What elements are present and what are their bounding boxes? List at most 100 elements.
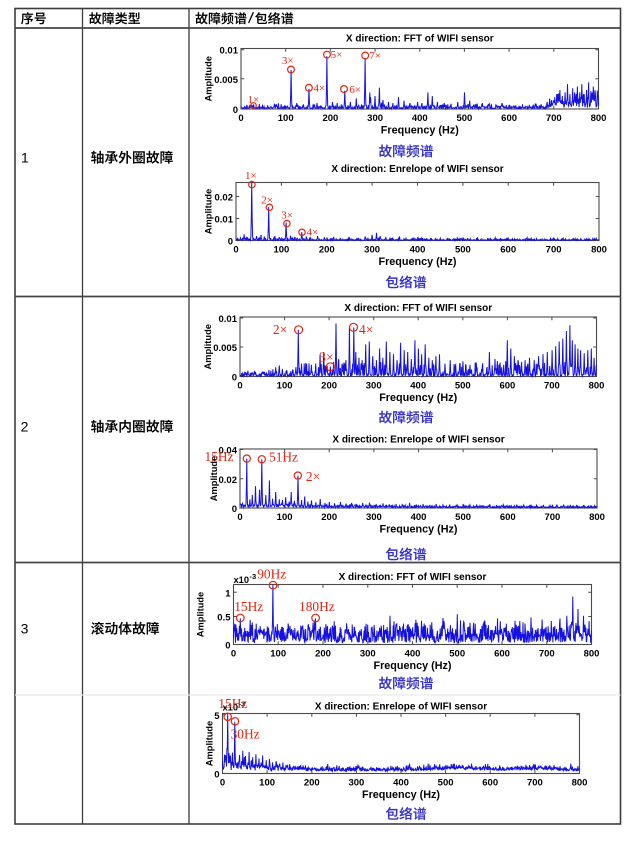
- svg-text:15Hz: 15Hz: [234, 599, 263, 614]
- svg-text:100: 100: [277, 512, 293, 523]
- svg-text:800: 800: [572, 778, 588, 789]
- svg-text:500: 500: [455, 512, 471, 523]
- svg-text:400: 400: [412, 113, 428, 124]
- svg-text:0.01: 0.01: [215, 215, 234, 226]
- svg-text:3×: 3×: [319, 349, 333, 364]
- svg-text:600: 600: [499, 381, 515, 392]
- svg-text:0: 0: [232, 373, 237, 384]
- svg-text:90Hz: 90Hz: [257, 567, 286, 582]
- svg-text:Frequency (Hz): Frequency (Hz): [374, 660, 452, 672]
- svg-text:2: 2: [21, 419, 29, 435]
- svg-text:300: 300: [366, 512, 382, 523]
- svg-text:4×: 4×: [314, 83, 326, 95]
- svg-text:15Hz: 15Hz: [218, 696, 247, 711]
- svg-text:3: 3: [21, 621, 29, 637]
- svg-text:6×: 6×: [349, 84, 361, 96]
- svg-text:X direction: FFT of WIFI senso: X direction: FFT of WIFI sensor: [344, 303, 492, 314]
- svg-text:800: 800: [589, 512, 605, 523]
- svg-text:400: 400: [393, 778, 409, 789]
- svg-text:0: 0: [233, 245, 238, 256]
- svg-text:-3: -3: [250, 572, 257, 581]
- svg-text:500: 500: [455, 245, 471, 256]
- svg-text:500: 500: [455, 381, 471, 392]
- svg-text:0: 0: [231, 649, 236, 660]
- svg-text:X direction: FFT of WIFI senso: X direction: FFT of WIFI sensor: [339, 572, 487, 583]
- svg-text:7×: 7×: [369, 50, 381, 62]
- svg-text:0: 0: [228, 237, 233, 248]
- svg-text:1×: 1×: [248, 94, 260, 106]
- svg-text:200: 200: [322, 113, 338, 124]
- svg-text:500: 500: [438, 778, 454, 789]
- svg-text:200: 200: [304, 778, 320, 789]
- svg-text:3×: 3×: [281, 210, 293, 222]
- svg-text:0.01: 0.01: [219, 314, 238, 325]
- svg-text:200: 200: [319, 245, 335, 256]
- svg-text:700: 700: [544, 512, 560, 523]
- svg-text:X direction: Enrelope of WIFI: X direction: Enrelope of WIFI sensor: [315, 701, 487, 712]
- svg-text:0: 0: [225, 641, 230, 652]
- svg-text:Amplitude: Amplitude: [209, 456, 219, 501]
- svg-text:Amplitude: Amplitude: [204, 56, 214, 101]
- svg-text:200: 200: [321, 512, 337, 523]
- svg-text:800: 800: [591, 113, 607, 124]
- svg-text:700: 700: [544, 381, 560, 392]
- svg-text:4×: 4×: [359, 322, 373, 337]
- svg-text:2×: 2×: [261, 195, 273, 207]
- svg-text:0.04: 0.04: [219, 446, 238, 457]
- svg-text:700: 700: [539, 649, 555, 660]
- svg-text:400: 400: [411, 512, 427, 523]
- svg-text:Frequency (Hz): Frequency (Hz): [362, 789, 440, 801]
- svg-text:5: 5: [214, 711, 220, 722]
- svg-text:200: 200: [315, 649, 331, 660]
- svg-text:-3: -3: [239, 700, 246, 709]
- svg-text:30Hz: 30Hz: [231, 727, 260, 742]
- svg-text:2×: 2×: [306, 469, 320, 484]
- svg-text:4×: 4×: [307, 227, 319, 239]
- svg-text:2×: 2×: [273, 322, 287, 337]
- svg-text:0.5: 0.5: [217, 613, 231, 624]
- svg-text:15Hz: 15Hz: [205, 449, 234, 464]
- svg-text:100: 100: [278, 113, 294, 124]
- svg-text:300: 300: [360, 649, 376, 660]
- svg-text:0: 0: [237, 381, 242, 392]
- svg-text:100: 100: [270, 649, 286, 660]
- svg-text:Amplitude: Amplitude: [203, 324, 213, 369]
- svg-text:400: 400: [405, 649, 421, 660]
- svg-text:100: 100: [273, 245, 289, 256]
- svg-text:600: 600: [494, 649, 510, 660]
- svg-text:400: 400: [410, 381, 426, 392]
- svg-text:700: 700: [527, 778, 543, 789]
- svg-text:Amplitude: Amplitude: [196, 592, 206, 637]
- svg-text:300: 300: [367, 113, 383, 124]
- svg-text:0: 0: [232, 504, 237, 515]
- svg-text:x10: x10: [223, 703, 239, 713]
- svg-text:300: 300: [348, 778, 364, 789]
- svg-text:0.02: 0.02: [215, 193, 234, 204]
- svg-text:x10: x10: [234, 575, 250, 585]
- svg-text:Amplitude: Amplitude: [205, 721, 215, 766]
- svg-text:0: 0: [214, 770, 219, 781]
- svg-text:0.01: 0.01: [220, 46, 239, 57]
- svg-text:800: 800: [584, 649, 600, 660]
- svg-text:100: 100: [277, 381, 293, 392]
- svg-text:400: 400: [410, 245, 426, 256]
- svg-text:1: 1: [225, 588, 231, 599]
- svg-text:X direction: Enrelope of WIFI: X direction: Enrelope of WIFI sensor: [331, 164, 503, 175]
- svg-text:0.02: 0.02: [219, 475, 238, 486]
- svg-text:300: 300: [364, 245, 380, 256]
- svg-text:300: 300: [366, 381, 382, 392]
- svg-text:0: 0: [233, 105, 238, 116]
- svg-text:600: 600: [482, 778, 498, 789]
- svg-text:Frequency (Hz): Frequency (Hz): [379, 256, 457, 268]
- svg-text:200: 200: [321, 381, 337, 392]
- svg-text:3×: 3×: [282, 55, 294, 67]
- svg-text:600: 600: [500, 245, 516, 256]
- svg-text:0: 0: [238, 113, 243, 124]
- svg-text:600: 600: [500, 512, 516, 523]
- svg-text:51Hz: 51Hz: [269, 450, 298, 465]
- svg-text:100: 100: [259, 778, 275, 789]
- svg-text:700: 700: [546, 245, 562, 256]
- svg-text:0.005: 0.005: [214, 75, 238, 86]
- svg-text:500: 500: [449, 649, 465, 660]
- svg-text:180Hz: 180Hz: [299, 599, 335, 614]
